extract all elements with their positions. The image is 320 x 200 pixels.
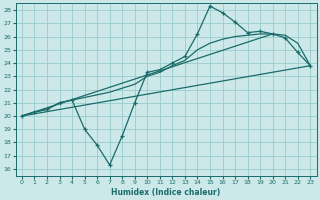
- X-axis label: Humidex (Indice chaleur): Humidex (Indice chaleur): [111, 188, 221, 197]
